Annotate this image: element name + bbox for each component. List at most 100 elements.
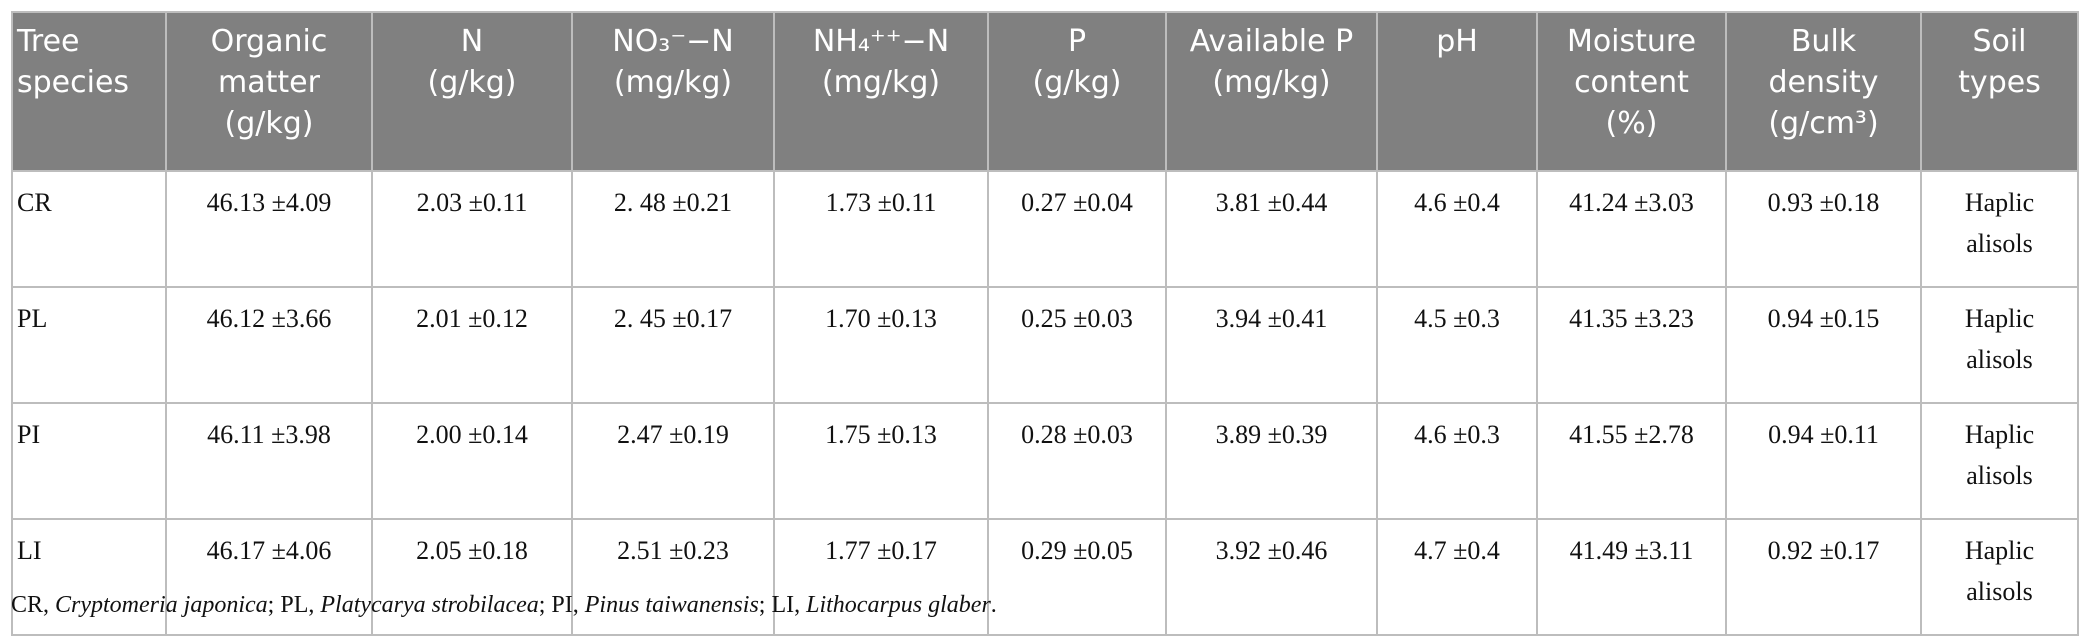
cell-text: 0.92 ±0.17 <box>1767 536 1880 565</box>
header-line: NH₄⁺⁺−N <box>812 24 950 59</box>
cell-text: CR <box>17 188 52 217</box>
cell-text: 2.01 ±0.12 <box>416 304 528 333</box>
table-row: LI 46.17 ±4.06 2.05 ±0.18 2.51 ±0.23 1.77 ±0… <box>11 518 2079 636</box>
header-line: (mg/kg) <box>1212 65 1331 100</box>
table-cell: PL <box>11 286 167 404</box>
table-cell: 0.29 ±0.05 <box>987 518 1167 636</box>
cell-text: 0.94 ±0.15 <box>1767 304 1880 333</box>
cell-text: 0.28 ±0.03 <box>1021 420 1133 449</box>
table-cell: 4.7 ±0.4 <box>1376 518 1538 636</box>
table-cell: 41.24 ±3.03 <box>1536 170 1727 288</box>
footnote-text: CR, <box>11 592 56 618</box>
table-cell: 2.47 ±0.19 <box>571 402 775 520</box>
footnote-text: ; PL, <box>267 592 321 618</box>
cell-text: 4.6 ±0.4 <box>1414 188 1500 217</box>
header-cell: Moisture content (%) <box>1536 11 1727 172</box>
table-cell: 0.27 ±0.04 <box>987 170 1167 288</box>
table-body: CR 46.13 ±4.09 2.03 ±0.11 2. 48 ±0.21 1.73 ±… <box>11 170 2079 636</box>
cell-text: Haplic alisols <box>1964 536 2035 606</box>
header-cell: Organic matter (g/kg) <box>165 11 373 172</box>
cell-text: 41.24 ±3.03 <box>1569 188 1694 217</box>
cell-text: 3.92 ±0.46 <box>1215 536 1328 565</box>
table-cell: 46.13 ±4.09 <box>165 170 373 288</box>
header-cell: NH₄⁺⁺−N (mg/kg) <box>773 11 989 172</box>
cell-text: Haplic alisols <box>1964 304 2035 374</box>
table-row: PI 46.11 ±3.98 2.00 ±0.14 2.47 ±0.19 1.75 ±0… <box>11 402 2079 520</box>
header-line: matter <box>218 65 320 100</box>
cell-text: 46.11 ±3.98 <box>207 420 331 449</box>
footnote: CR, Cryptomeria japonica; PL, Platycarya… <box>11 592 997 619</box>
cell-text: 2. 45 ±0.17 <box>613 304 733 333</box>
table-cell: 1.75 ±0.13 <box>773 402 989 520</box>
header-line: types <box>1958 65 2041 100</box>
table-row: CR 46.13 ±4.09 2.03 ±0.11 2. 48 ±0.21 1.73 ±… <box>11 170 2079 288</box>
header-cell: Bulk density (g/cm³) <box>1725 11 1922 172</box>
cell-text: Haplic alisols <box>1964 188 2035 258</box>
header-line: pH <box>1436 24 1478 59</box>
header-line: Tree <box>17 24 80 59</box>
header-line: N <box>460 24 484 59</box>
header-cell: N (g/kg) <box>371 11 573 172</box>
header-line: (g/kg) <box>427 65 517 100</box>
cell-text: 1.70 ±0.13 <box>825 304 937 333</box>
table-row: PL 46.12 ±3.66 2.01 ±0.12 2. 45 ±0.17 1.70 ±… <box>11 286 2079 404</box>
cell-text: 41.35 ±3.23 <box>1569 304 1694 333</box>
cell-text: 41.49 ±3.11 <box>1569 536 1694 565</box>
table-cell: Haplic alisols <box>1920 286 2079 404</box>
header-line: species <box>17 65 130 100</box>
footnote-text: . <box>990 592 997 618</box>
species-name: Cryptomeria japonica <box>55 592 268 618</box>
table-cell: 2. 45 ±0.17 <box>571 286 775 404</box>
table-cell: 2.03 ±0.11 <box>371 170 573 288</box>
header-line: Available P <box>1189 24 1354 59</box>
table-cell: 3.89 ±0.39 <box>1165 402 1378 520</box>
table-cell: 46.17 ±4.06 <box>165 518 373 636</box>
table-cell: 46.12 ±3.66 <box>165 286 373 404</box>
cell-text: PL <box>17 304 48 333</box>
header-line: Organic <box>210 24 328 59</box>
cell-text: 4.5 ±0.3 <box>1414 304 1500 333</box>
table-cell: 4.6 ±0.4 <box>1376 170 1538 288</box>
header-cell: pH <box>1376 11 1538 172</box>
header-line: content <box>1574 65 1689 100</box>
header-cell: P (g/kg) <box>987 11 1167 172</box>
header-line: Bulk <box>1790 24 1857 59</box>
cell-text: 41.55 ±2.78 <box>1569 420 1694 449</box>
cell-text: 1.75 ±0.13 <box>825 420 937 449</box>
header-line: (mg/kg) <box>613 65 733 100</box>
table-cell: 3.94 ±0.41 <box>1165 286 1378 404</box>
cell-text: 2.51 ±0.23 <box>617 536 729 565</box>
cell-text: 4.7 ±0.4 <box>1414 536 1500 565</box>
cell-text: 3.81 ±0.44 <box>1215 188 1328 217</box>
table-cell: LI <box>11 518 167 636</box>
cell-text: 2.00 ±0.14 <box>416 420 528 449</box>
cell-text: 2.05 ±0.18 <box>416 536 528 565</box>
cell-text: 2.03 ±0.11 <box>416 188 528 217</box>
cell-text: 0.93 ±0.18 <box>1767 188 1880 217</box>
table-cell: 0.93 ±0.18 <box>1725 170 1922 288</box>
species-name: Pinus taiwanensis <box>584 592 759 618</box>
table-wrap: Tree species Organic matter (g/kg) N (g/kg) NO₃… <box>11 11 2079 636</box>
header-cell: Tree species <box>11 11 167 172</box>
table-cell: 2.05 ±0.18 <box>371 518 573 636</box>
cell-text: 3.94 ±0.41 <box>1215 304 1328 333</box>
table-cell: 1.70 ±0.13 <box>773 286 989 404</box>
table-cell: 46.11 ±3.98 <box>165 402 373 520</box>
table-cell: 0.94 ±0.15 <box>1725 286 1922 404</box>
cell-text: 0.94 ±0.11 <box>1768 420 1879 449</box>
header-line: (mg/kg) <box>821 65 941 100</box>
cell-text: 0.25 ±0.03 <box>1021 304 1133 333</box>
table-cell: 4.5 ±0.3 <box>1376 286 1538 404</box>
cell-text: Haplic alisols <box>1964 420 2035 490</box>
species-name: Lithocarpus glaber <box>806 592 991 618</box>
cell-text: 2. 48 ±0.21 <box>613 188 733 217</box>
cell-text: 3.89 ±0.39 <box>1215 420 1328 449</box>
header-row: Tree species Organic matter (g/kg) N (g/kg) NO₃… <box>11 11 2079 172</box>
header-line: Moisture <box>1566 24 1697 59</box>
table-cell: 0.28 ±0.03 <box>987 402 1167 520</box>
header-line: NO₃⁻−N <box>612 24 734 59</box>
cell-text: 1.77 ±0.17 <box>825 536 937 565</box>
table-cell: Haplic alisols <box>1920 170 2079 288</box>
cell-text: 2.47 ±0.19 <box>617 420 729 449</box>
